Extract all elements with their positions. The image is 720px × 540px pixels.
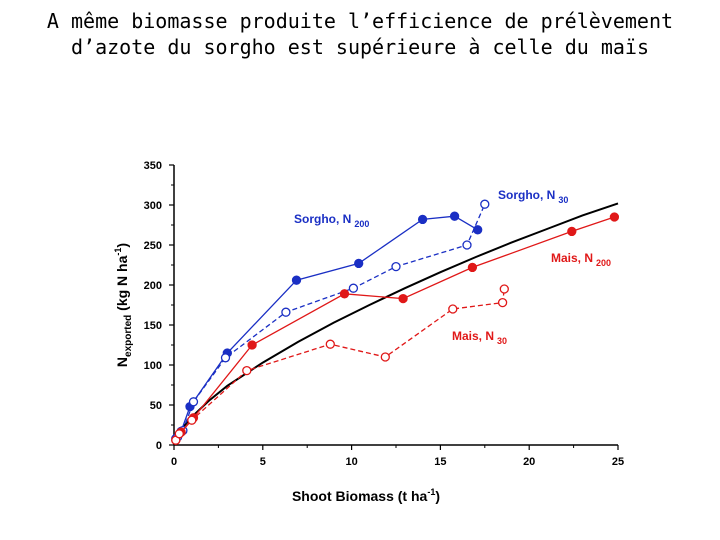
data-point	[499, 284, 509, 294]
data-point	[497, 297, 508, 308]
y-tick-label: 300	[144, 200, 162, 212]
series-mais-n-30	[171, 284, 509, 445]
data-point	[467, 262, 478, 273]
data-point	[380, 352, 390, 362]
series-label-sorgho-n-30: Sorgho, N 30	[498, 188, 568, 205]
data-point	[398, 293, 408, 304]
series-label-mais-n-200: Mais, N 200	[551, 251, 611, 268]
data-point	[567, 226, 577, 237]
data-point	[354, 258, 364, 269]
x-tick-label: 15	[434, 456, 446, 468]
fit-curve	[173, 202, 619, 446]
series-line	[177, 203, 486, 438]
y-tick-label: 150	[144, 320, 162, 332]
x-tick-label: 5	[260, 456, 266, 468]
data-point	[174, 429, 184, 439]
data-point	[462, 240, 472, 250]
y-tick-label: 50	[150, 400, 162, 412]
series-layer	[171, 199, 620, 445]
series-line	[175, 216, 615, 441]
title-line-1: A même biomasse produite l’efficience de…	[46, 9, 674, 33]
y-axis-title: Nexported (kg N ha-1)	[113, 243, 134, 367]
fit-curve-layer	[173, 202, 619, 446]
y-tick-label: 200	[144, 280, 162, 292]
data-point	[242, 365, 252, 376]
svg-text:Nexported (kg N ha-1): Nexported (kg N ha-1)	[113, 243, 134, 367]
x-tick-label: 25	[612, 456, 624, 468]
title-line-2: d’azote du sorgho est supérieure à celle…	[71, 35, 649, 59]
axis-titles: Shoot Biomass (t ha-1) Nexported (kg N ha…	[113, 243, 440, 504]
data-point	[220, 353, 231, 363]
data-point	[609, 212, 620, 222]
data-point	[339, 289, 350, 299]
series-sorgho-n-30	[172, 199, 490, 442]
data-point	[449, 211, 460, 221]
series-labels: Sorgho, N 200 Sorgho, N 30 Mais, N 200 Mais, N…	[294, 188, 611, 346]
data-point	[348, 283, 359, 293]
y-tick-label: 250	[144, 240, 162, 252]
data-point	[473, 225, 483, 235]
series-mais-n-200	[171, 212, 620, 445]
slide-title: A même biomasse produite l’efficience de…	[10, 8, 710, 60]
data-point	[391, 261, 401, 272]
data-point	[291, 275, 302, 285]
x-axis-title: Shoot Biomass (t ha-1)	[292, 487, 440, 504]
data-point	[281, 307, 291, 317]
data-point	[247, 340, 257, 350]
data-point	[417, 214, 428, 225]
data-point	[448, 304, 458, 314]
x-tick-label: 10	[345, 456, 357, 468]
series-label-sorgho-n-200: Sorgho, N 200	[294, 212, 369, 229]
x-tick-label: 0	[171, 456, 177, 468]
series-label-mais-n-30: Mais, N 30	[452, 329, 507, 346]
y-tick-label: 350	[144, 160, 162, 172]
x-tick-label: 20	[523, 456, 535, 468]
data-point	[187, 415, 197, 425]
data-point	[480, 199, 490, 209]
y-tick-label: 100	[144, 360, 162, 372]
y-tick-label: 0	[156, 440, 162, 452]
data-point	[325, 339, 335, 349]
data-point	[188, 397, 199, 407]
